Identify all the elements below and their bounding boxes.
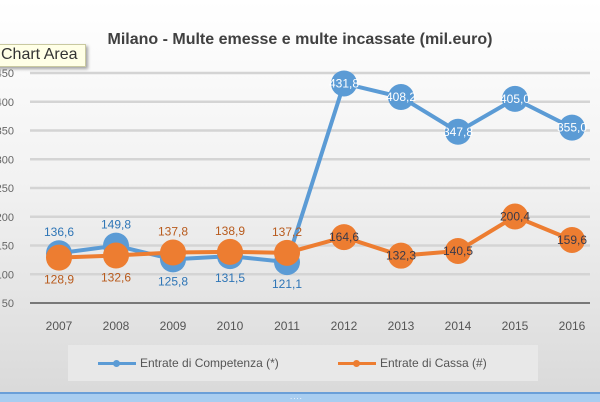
data-point [388, 84, 414, 111]
x-tick-label: 2013 [388, 319, 415, 333]
series-line [58, 214, 573, 260]
data-label: 121,1 [272, 277, 302, 291]
data-label: 431,8 [329, 76, 359, 90]
y-tick-label: 100 [0, 269, 14, 281]
series-line [58, 81, 573, 265]
data-label: 125,8 [158, 274, 188, 288]
data-label: 137,2 [272, 225, 302, 239]
data-label: 408,2 [386, 90, 416, 104]
y-tick-label: 150 [0, 241, 14, 253]
x-tick-label: 2014 [445, 319, 472, 333]
y-tick-label: 350 [0, 126, 14, 138]
data-point [331, 224, 357, 251]
data-label: 131,5 [215, 271, 245, 285]
legend-marker-blue [98, 359, 136, 367]
data-point [502, 85, 528, 112]
data-point [502, 203, 528, 230]
data-point [445, 237, 471, 264]
data-label: 159,6 [557, 233, 587, 247]
data-point [559, 114, 585, 141]
data-label: 137,8 [158, 225, 188, 239]
x-tick-label: 2016 [559, 319, 586, 333]
data-label: 140,5 [443, 244, 473, 258]
x-tick-label: 2009 [160, 319, 187, 333]
data-point [388, 242, 414, 269]
y-tick-label: 200 [0, 212, 14, 224]
data-label: 128,9 [44, 273, 74, 287]
data-point [160, 239, 186, 266]
chart-title: Milano - Multe emesse e multe incassate … [108, 31, 493, 48]
data-label: 132,6 [101, 271, 131, 285]
data-point [103, 242, 129, 269]
data-point [331, 70, 357, 97]
x-tick-label: 2008 [103, 319, 130, 333]
chart-area-tooltip: Chart Area [0, 44, 87, 67]
data-point [46, 244, 72, 271]
data-point [217, 238, 243, 265]
y-tick-label: 400 [0, 97, 14, 109]
legend-marker-orange [338, 359, 376, 367]
data-label: 132,3 [386, 249, 416, 263]
y-tick-label: 250 [0, 183, 14, 195]
y-tick-label: 300 [0, 154, 14, 166]
data-label: 405,0 [500, 92, 530, 106]
x-tick-label: 2012 [331, 319, 358, 333]
data-point [274, 239, 300, 266]
data-label: 136,6 [44, 225, 74, 239]
legend-item-cassa[interactable]: Entrate di Cassa (#) [338, 356, 487, 370]
data-label: 149,8 [101, 218, 131, 232]
selection-border [0, 392, 600, 402]
legend[interactable]: Entrate di Competenza (*) Entrate di Cas… [68, 345, 538, 381]
y-tick-label: 450 [0, 68, 14, 80]
x-tick-label: 2011 [274, 319, 300, 333]
data-label: 138,9 [215, 224, 245, 238]
legend-item-competenza[interactable]: Entrate di Competenza (*) [98, 356, 279, 370]
y-tick-label: 50 [2, 298, 14, 310]
x-tick-label: 2015 [502, 319, 529, 333]
data-label: 355,0 [557, 121, 587, 135]
resize-handle[interactable]: .... [290, 392, 303, 401]
x-tick-label: 2007 [46, 319, 73, 333]
x-tick-label: 2010 [217, 319, 244, 333]
data-label: 200,4 [500, 210, 530, 224]
data-label: 347,8 [443, 125, 473, 139]
data-point [445, 118, 471, 145]
legend-label: Entrate di Cassa (#) [380, 356, 487, 370]
data-point [559, 226, 585, 253]
data-label: 164,6 [329, 230, 359, 244]
legend-label: Entrate di Competenza (*) [140, 356, 279, 370]
